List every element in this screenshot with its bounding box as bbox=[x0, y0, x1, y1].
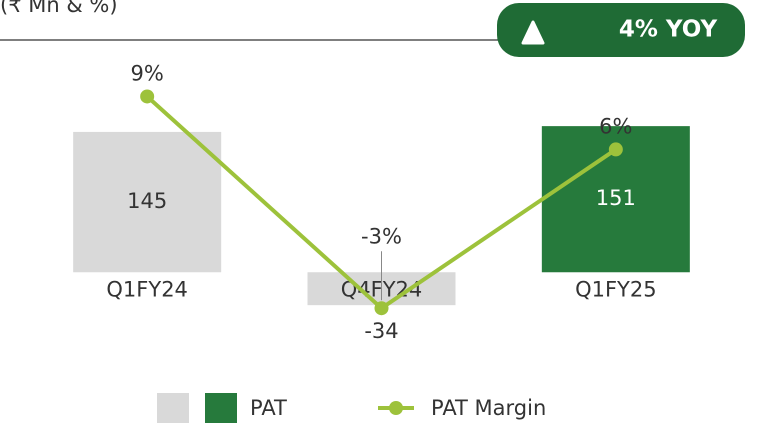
margin-label: -3% bbox=[361, 224, 402, 248]
badge-icon bbox=[521, 20, 545, 45]
margin-point bbox=[608, 142, 623, 157]
margin-point bbox=[140, 89, 155, 104]
bar bbox=[73, 131, 222, 273]
legend-marker bbox=[389, 401, 403, 415]
legend-label: PAT Margin bbox=[431, 396, 546, 420]
bar-value-label: -34 bbox=[364, 319, 398, 343]
bar-value-label: 151 bbox=[596, 186, 636, 210]
legend-label: PAT bbox=[250, 396, 287, 420]
x-tick-label: Q1FY25 bbox=[575, 277, 657, 301]
chart-subtitle: (₹ Mn & %) bbox=[0, 0, 118, 17]
badge bbox=[497, 3, 745, 57]
margin-label: 6% bbox=[599, 114, 632, 138]
margin-label: 9% bbox=[131, 61, 164, 85]
badge-text: 4% YOY bbox=[619, 17, 718, 43]
bar-value-label: 145 bbox=[127, 189, 167, 213]
x-tick-label: Q1FY24 bbox=[106, 277, 188, 301]
legend-swatch bbox=[157, 393, 189, 423]
legend-swatch bbox=[205, 393, 237, 423]
margin-point bbox=[374, 301, 389, 316]
